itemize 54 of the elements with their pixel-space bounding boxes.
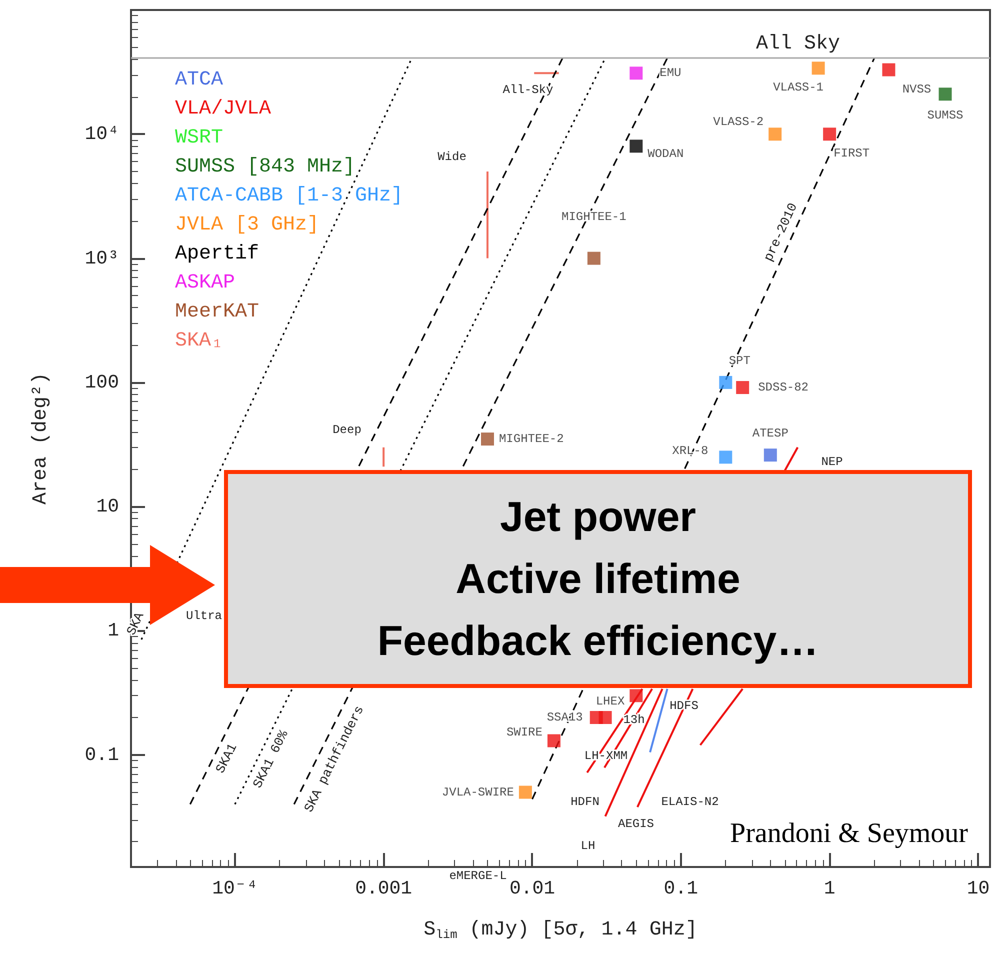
text: ASKAP [175,272,236,294]
x-tick-label: 10 [966,878,990,900]
data-label: NVSS [902,82,932,96]
y-tick-label: 10⁴ [84,123,119,146]
data-label: VLASS-2 [713,115,764,130]
text: VLA/JVLA [175,98,272,120]
data-label: LHEX [596,694,625,709]
data-label: MIGHTEE-2 [498,432,564,446]
annotation: ELAIS-N2 [661,795,719,809]
x-tick-label: 0.001 [355,878,412,900]
annotation: HDFN [570,795,600,809]
legend-label: WSRT [175,126,224,150]
annotation: Wide [438,150,466,164]
y-tick-label: 100 [84,371,119,394]
data-label: EMU [660,66,682,80]
annotation: LH [580,839,596,853]
x-tick-label: 1 [824,878,836,900]
annotation: NEP [821,455,843,469]
y-tick-label: 10³ [84,247,119,270]
data-label: SWIRE [506,726,542,740]
text: ATCA [175,68,224,92]
ref-line-label: All Sky [756,32,840,56]
annotation: Ultra [186,609,222,623]
y-tick-label: 0.1 [84,744,119,766]
data-label: VLASS-1 [773,80,824,95]
text-box: Jet power Active lifetime Feedback efficiency… [224,470,972,688]
y-tick-label: 10 [96,496,119,518]
y-tick-label: 1 [108,620,119,642]
text: SUMSS [843 MHz] [175,156,356,178]
text: eMERGE-L [449,869,507,883]
data-label: SPT [728,354,750,368]
annotation: AEGIS [618,817,654,831]
text: SKA₁ [175,330,224,352]
text: Apertif [175,242,260,266]
x-tick-label: 10⁻⁴ [212,878,258,900]
text: SKA1 60% [250,728,292,791]
data-label: JVLA-SWIRE [442,785,514,800]
text: SKA1 [212,740,240,776]
annotation: Prandoni & Seymour [730,818,968,850]
data-label: FIRST [834,146,870,161]
annotation: All-Sky [502,83,554,97]
text: SKA [124,610,148,638]
text: MeerKAT [175,300,260,324]
annotation: Deep [332,423,362,437]
text: ATCA-CABB [1-3 GHz] [175,184,404,208]
x-tick-label: 0.1 [664,878,698,900]
data-label: WODAN [648,147,684,162]
y-axis-title: Area (deg²) [30,372,52,505]
text: JVLA [3 GHz] [175,214,320,236]
data-label: MIGHTEE-1 [562,210,626,224]
data-label: SUMSS [927,108,964,123]
data-label: SDSS-82 [758,380,809,395]
x-tick-label: 0.01 [509,878,556,900]
data-label: ATESP [752,426,788,441]
